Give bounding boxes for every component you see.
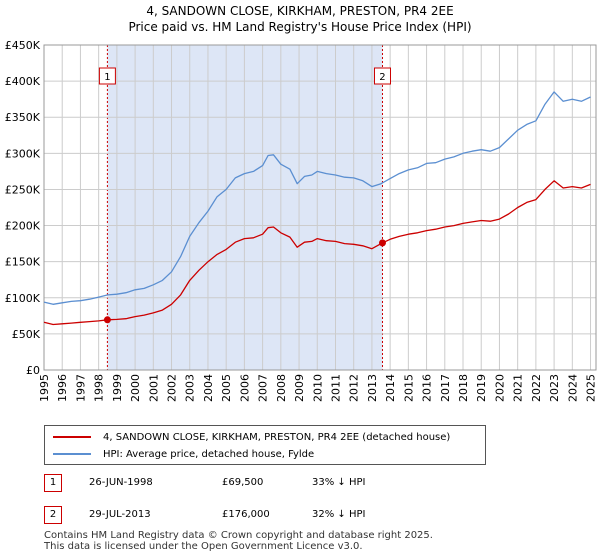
x-tick-label: 2018 <box>457 374 470 402</box>
y-tick-label: £350K <box>5 111 41 124</box>
x-tick-label: 2023 <box>548 374 561 402</box>
y-tick-label: £400K <box>5 75 41 88</box>
sale-period-shade <box>107 45 383 370</box>
legend-property-line <box>53 436 91 438</box>
x-tick-label: 2005 <box>220 374 233 402</box>
y-tick-label: £150K <box>5 256 41 269</box>
sale-price: £176,000 <box>222 509 270 520</box>
sale-point <box>378 239 386 247</box>
x-tick-label: 2003 <box>184 374 197 402</box>
x-tick-label: 2022 <box>530 374 543 402</box>
x-tick-label: 2004 <box>202 374 215 402</box>
x-tick-label: 1997 <box>74 374 87 402</box>
sale-hpi-diff: 33% ↓ HPI <box>312 477 366 488</box>
sale-point <box>103 316 111 324</box>
chart-title-line1: 4, SANDOWN CLOSE, KIRKHAM, PRESTON, PR4 … <box>146 4 454 18</box>
y-tick-label: £450K <box>5 39 41 52</box>
x-tick-label: 2010 <box>311 374 324 402</box>
x-tick-label: 2008 <box>275 374 288 402</box>
x-tick-label: 1996 <box>56 374 69 402</box>
sale-marker-box <box>373 67 391 85</box>
plot-frame <box>43 44 597 371</box>
x-tick-label: 2006 <box>238 374 251 402</box>
x-tick-label: 1999 <box>111 374 124 402</box>
footer-credits: Contains HM Land Registry data © Crown c… <box>44 530 433 552</box>
x-tick-label: 2013 <box>366 374 379 402</box>
x-tick-label: 2025 <box>585 374 598 402</box>
x-tick-label: 2012 <box>348 374 361 402</box>
hpi-series-line <box>43 91 591 305</box>
x-tick-label: 1995 <box>38 374 51 402</box>
x-tick-label: 1998 <box>93 374 106 402</box>
x-tick-label: 2011 <box>329 374 342 402</box>
x-tick-label: 2017 <box>439 374 452 402</box>
sale-price: £69,500 <box>222 477 264 488</box>
y-tick-label: £100K <box>5 292 41 305</box>
sale-date: 26-JUN-1998 <box>89 477 153 488</box>
x-tick-label: 2009 <box>293 374 306 402</box>
x-tick-label: 2024 <box>566 374 579 402</box>
sale-marker-label: 2 <box>379 72 385 83</box>
legend-item-hpi: HPI: Average price, detached house, Fyld… <box>53 446 314 462</box>
legend-item-property: 4, SANDOWN CLOSE, KIRKHAM, PRESTON, PR4 … <box>53 429 450 445</box>
chart-legend: 4, SANDOWN CLOSE, KIRKHAM, PRESTON, PR4 … <box>44 425 486 465</box>
x-tick-label: 2016 <box>421 374 434 402</box>
y-tick-label: £250K <box>5 183 41 196</box>
legend-hpi-line <box>53 453 91 455</box>
sale-number-badge: 1 <box>44 474 62 492</box>
x-tick-label: 2007 <box>257 374 270 402</box>
x-tick-label: 2021 <box>512 374 525 402</box>
y-tick-label: £200K <box>5 220 41 233</box>
x-tick-label: 2019 <box>475 374 488 402</box>
x-tick-label: 2015 <box>402 374 415 402</box>
sale-number-badge: 2 <box>44 506 62 524</box>
x-tick-label: 2002 <box>166 374 179 402</box>
sale-date: 29-JUL-2013 <box>89 509 151 520</box>
price-chart: £0 £50K £100K £150K £200K £250K £300K £350K £400… <box>5 39 598 402</box>
y-tick-label: £0 <box>26 364 40 377</box>
footer-line-2: This data is licensed under the Open Gov… <box>44 541 363 552</box>
x-tick-label: 2020 <box>493 374 506 402</box>
property-series-line <box>43 180 591 326</box>
chart-title-line2: Price paid vs. HM Land Registry's House … <box>128 20 472 34</box>
sale-marker-label: 1 <box>104 72 110 83</box>
y-tick-label: £300K <box>5 147 41 160</box>
sale-hpi-diff: 32% ↓ HPI <box>312 509 366 520</box>
x-tick-label: 2014 <box>384 374 397 402</box>
footer-line-1: Contains HM Land Registry data © Crown c… <box>44 530 433 541</box>
legend-hpi-label: HPI: Average price, detached house, Fyld… <box>103 448 315 460</box>
legend-property-label: 4, SANDOWN CLOSE, KIRKHAM, PRESTON, PR4 … <box>103 431 451 443</box>
x-tick-label: 2000 <box>129 374 142 402</box>
y-tick-label: £50K <box>12 328 41 341</box>
x-tick-label: 2001 <box>147 374 160 402</box>
sale-marker-box <box>98 67 116 85</box>
